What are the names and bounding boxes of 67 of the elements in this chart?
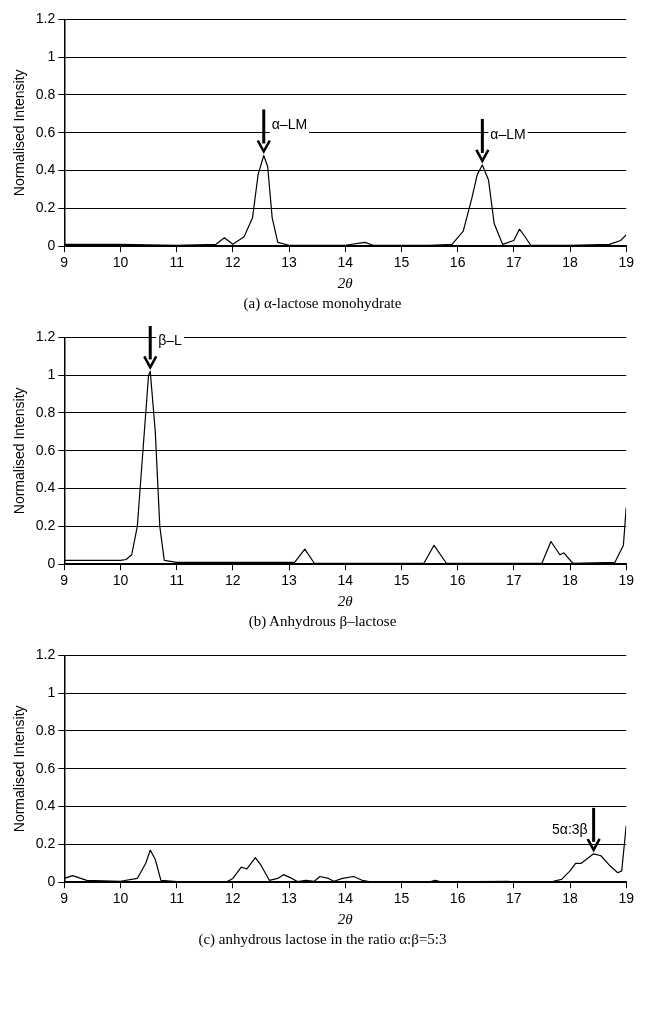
x-tick-label: 18 xyxy=(562,254,579,271)
x-tick-label: 12 xyxy=(225,890,241,907)
text: (c) anhydrous lactose in the ratio α:β=5:3 xyxy=(197,931,448,948)
y-tick-label: 0.2 xyxy=(35,517,56,534)
y-tick-label: 1 xyxy=(47,366,56,383)
x-tick-label: 16 xyxy=(449,254,466,271)
x-tick-label: 14 xyxy=(337,890,354,907)
x-tick-label: 18 xyxy=(562,572,579,589)
y-axis-title: Normalised Intensity xyxy=(11,705,28,833)
x-tick-label: 17 xyxy=(506,572,522,589)
y-tick-label: 0 xyxy=(47,555,56,572)
x-tick-label: 19 xyxy=(618,254,635,271)
y-axis-title: Normalised Intensity xyxy=(11,387,28,515)
y-tick-label: 0.2 xyxy=(35,835,56,852)
x-axis-title: 2θ xyxy=(337,274,354,291)
annotation: 5α:3β xyxy=(552,820,588,837)
y-tick-label: 1 xyxy=(47,48,56,65)
x-tick-label: 13 xyxy=(281,890,298,907)
x-tick-label: 10 xyxy=(112,254,129,271)
x-tick-label: 15 xyxy=(393,890,410,907)
x-tick-label: 12 xyxy=(225,572,241,589)
y-tick-label: 0.6 xyxy=(35,759,56,776)
x-tick-label: 9 xyxy=(60,254,69,271)
x-tick-label: 12 xyxy=(225,254,241,271)
text: (b) Anhydrous β–lactose xyxy=(247,613,398,630)
x-tick-label: 9 xyxy=(60,572,69,589)
annotation: α–LM xyxy=(271,116,308,133)
x-tick-label: 18 xyxy=(562,890,579,907)
y-tick-label: 0.4 xyxy=(35,479,56,496)
y-tick-label: 1 xyxy=(47,684,56,701)
y-tick-label: 0.4 xyxy=(35,797,56,814)
x-tick-label: 11 xyxy=(169,572,185,589)
y-tick-label: 1.2 xyxy=(35,328,56,345)
x-tick-label: 14 xyxy=(337,572,354,589)
x-tick-label: 14 xyxy=(337,254,354,271)
x-tick-label: 11 xyxy=(169,890,185,907)
x-tick-label: 17 xyxy=(506,890,522,907)
x-axis-title: 2θ xyxy=(337,592,354,609)
x-tick-label: 13 xyxy=(281,254,298,271)
y-tick-label: 0.8 xyxy=(35,85,56,102)
y-tick-label: 0.6 xyxy=(35,123,56,140)
x-tick-label: 16 xyxy=(449,572,466,589)
y-tick-label: 0 xyxy=(47,237,56,254)
x-tick-label: 11 xyxy=(169,254,185,271)
text: (a) α-lactose monohydrate xyxy=(242,295,403,312)
x-tick-label: 15 xyxy=(393,572,410,589)
y-tick-label: 0 xyxy=(47,873,56,890)
y-tick-label: 0.4 xyxy=(35,161,56,178)
x-tick-label: 10 xyxy=(112,572,129,589)
y-tick-label: 0.8 xyxy=(35,721,56,738)
y-tick-label: 0.8 xyxy=(35,403,56,420)
y-tick-label: 1.2 xyxy=(35,10,56,27)
x-tick-label: 15 xyxy=(393,254,410,271)
y-tick-label: 0.2 xyxy=(35,199,56,216)
x-tick-label: 17 xyxy=(506,254,522,271)
x-tick-label: 9 xyxy=(60,890,69,907)
x-tick-label: 10 xyxy=(112,890,129,907)
y-tick-label: 0.6 xyxy=(35,441,56,458)
y-axis-title: Normalised Intensity xyxy=(11,69,28,197)
x-axis-title: 2θ xyxy=(337,910,354,927)
annotation: α–LM xyxy=(490,125,526,142)
x-tick-label: 19 xyxy=(618,572,635,589)
x-tick-label: 13 xyxy=(281,572,298,589)
x-tick-label: 19 xyxy=(618,890,635,907)
annotation: β–L xyxy=(158,332,183,349)
y-tick-label: 1.2 xyxy=(35,646,56,663)
x-tick-label: 16 xyxy=(449,890,466,907)
